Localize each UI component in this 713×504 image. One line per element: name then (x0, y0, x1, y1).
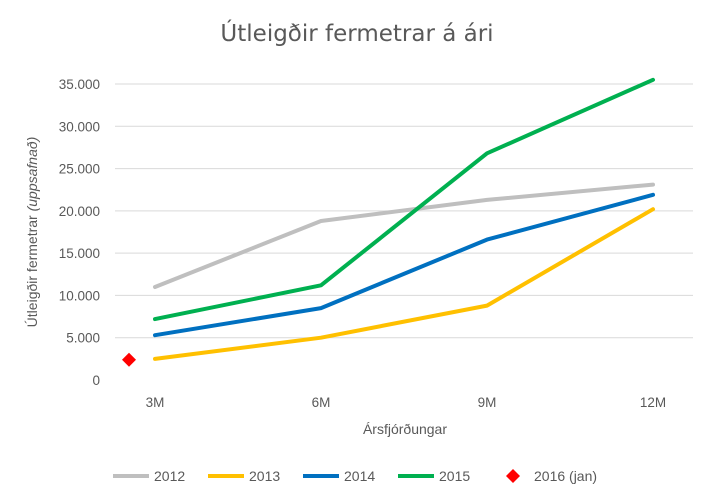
y-axis-ticks: 0 5.000 10.000 15.000 20.000 25.000 30.000 35.0… (59, 77, 100, 388)
legend-label-2015: 2015 (439, 468, 470, 484)
series-line-2012 (153, 182, 655, 289)
legend-label-marker: 2016 (jan) (534, 468, 597, 484)
y-tick-label: 15.000 (59, 246, 100, 261)
series-line-2013 (153, 207, 655, 361)
legend-label-2012: 2012 (154, 468, 185, 484)
y-tick-label: 20.000 (59, 204, 100, 219)
x-tick-label: 9M (478, 395, 497, 410)
chart-title: Útleigðir fermetrar á ári (220, 19, 493, 47)
series-line-2014 (153, 192, 655, 338)
legend: 2012 2013 2014 2015 2016 (jan) (113, 468, 597, 484)
markers (122, 352, 136, 367)
legend-label-2014: 2014 (344, 468, 375, 484)
y-axis-title-italic: (uppsafnað) (24, 137, 40, 212)
y-tick-label: 25.000 (59, 162, 100, 177)
y-tick-label: 5.000 (66, 331, 100, 346)
y-tick-label: 0 (92, 373, 100, 388)
x-tick-label: 6M (312, 395, 331, 410)
x-axis-title: Ársfjórðungar (363, 421, 447, 437)
gridlines (115, 83, 693, 339)
y-axis-title: Útleigðir fermetrar (uppsafnað) (24, 137, 40, 328)
y-tick-label: 10.000 (59, 288, 100, 303)
series-lines (153, 77, 655, 361)
legend-label-2013: 2013 (249, 468, 280, 484)
y-tick-label: 30.000 (59, 119, 100, 134)
x-tick-label: 12M (640, 395, 666, 410)
legend-swatch-marker (506, 469, 520, 483)
marker-point (122, 352, 136, 367)
series-line-2015 (153, 77, 655, 322)
y-tick-label: 35.000 (59, 77, 100, 92)
x-tick-label: 3M (146, 395, 165, 410)
y-axis-title-main: Útleigðir fermetrar (24, 211, 40, 327)
x-axis-ticks: 3M 6M 9M 12M (146, 395, 667, 410)
